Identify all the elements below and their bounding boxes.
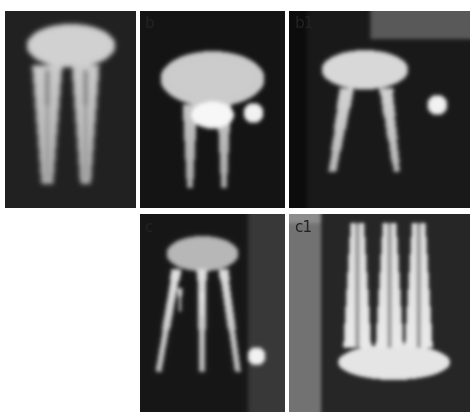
Text: c1: c1 — [294, 220, 313, 235]
Text: b: b — [144, 16, 154, 32]
Text: b1: b1 — [294, 16, 314, 32]
Text: a: a — [9, 16, 18, 32]
Text: c: c — [144, 220, 153, 235]
